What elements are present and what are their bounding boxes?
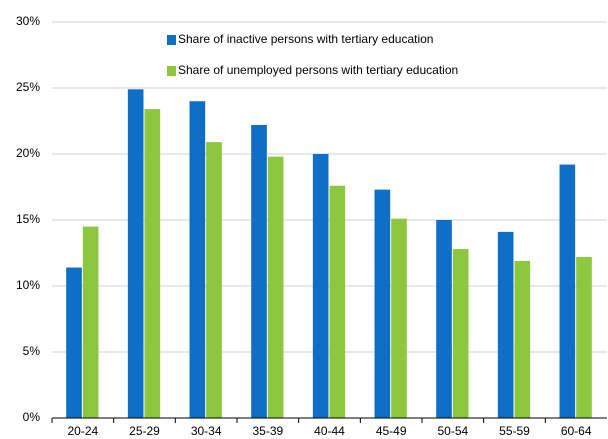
bar: [452, 249, 469, 418]
bar: [374, 189, 391, 418]
x-tick-label: 35-39: [252, 424, 283, 438]
legend-label: Share of unemployed persons with tertiar…: [178, 63, 458, 77]
bar: [66, 267, 82, 418]
bar: [251, 124, 267, 419]
y-tick-label: 30%: [16, 14, 40, 28]
y-tick-label: 10%: [16, 278, 40, 292]
bar: [497, 231, 514, 418]
bar: [391, 218, 407, 418]
bar: [127, 89, 144, 418]
x-tick-label: 30-34: [191, 424, 222, 438]
x-tick-label: 25-29: [129, 424, 160, 438]
bar: [312, 154, 329, 418]
x-tick-label: 60-64: [561, 424, 592, 438]
bar: [82, 226, 99, 418]
bar: [436, 220, 452, 418]
y-tick-label: 25%: [16, 80, 40, 94]
bar: [189, 101, 206, 418]
y-tick-label: 20%: [16, 146, 40, 160]
x-tick-label: 55-59: [499, 424, 530, 438]
bar: [144, 109, 161, 419]
bar: [576, 256, 592, 418]
legend-swatch: [167, 35, 176, 45]
x-tick-label: 40-44: [314, 424, 345, 438]
bar: [514, 260, 531, 418]
x-tick-label: 45-49: [376, 424, 407, 438]
legend-label: Share of inactive persons with tertiary …: [178, 32, 433, 46]
x-tick-label: 20-24: [67, 424, 98, 438]
y-tick-label: 15%: [16, 212, 40, 226]
legend-swatch: [167, 66, 176, 76]
bar: [206, 142, 222, 418]
bar: [329, 185, 346, 418]
y-tick-label: 5%: [23, 344, 41, 358]
x-tick-label: 50-54: [437, 424, 468, 438]
bar: [559, 164, 576, 418]
y-tick-label: 0%: [23, 410, 41, 424]
bar: [267, 156, 284, 418]
